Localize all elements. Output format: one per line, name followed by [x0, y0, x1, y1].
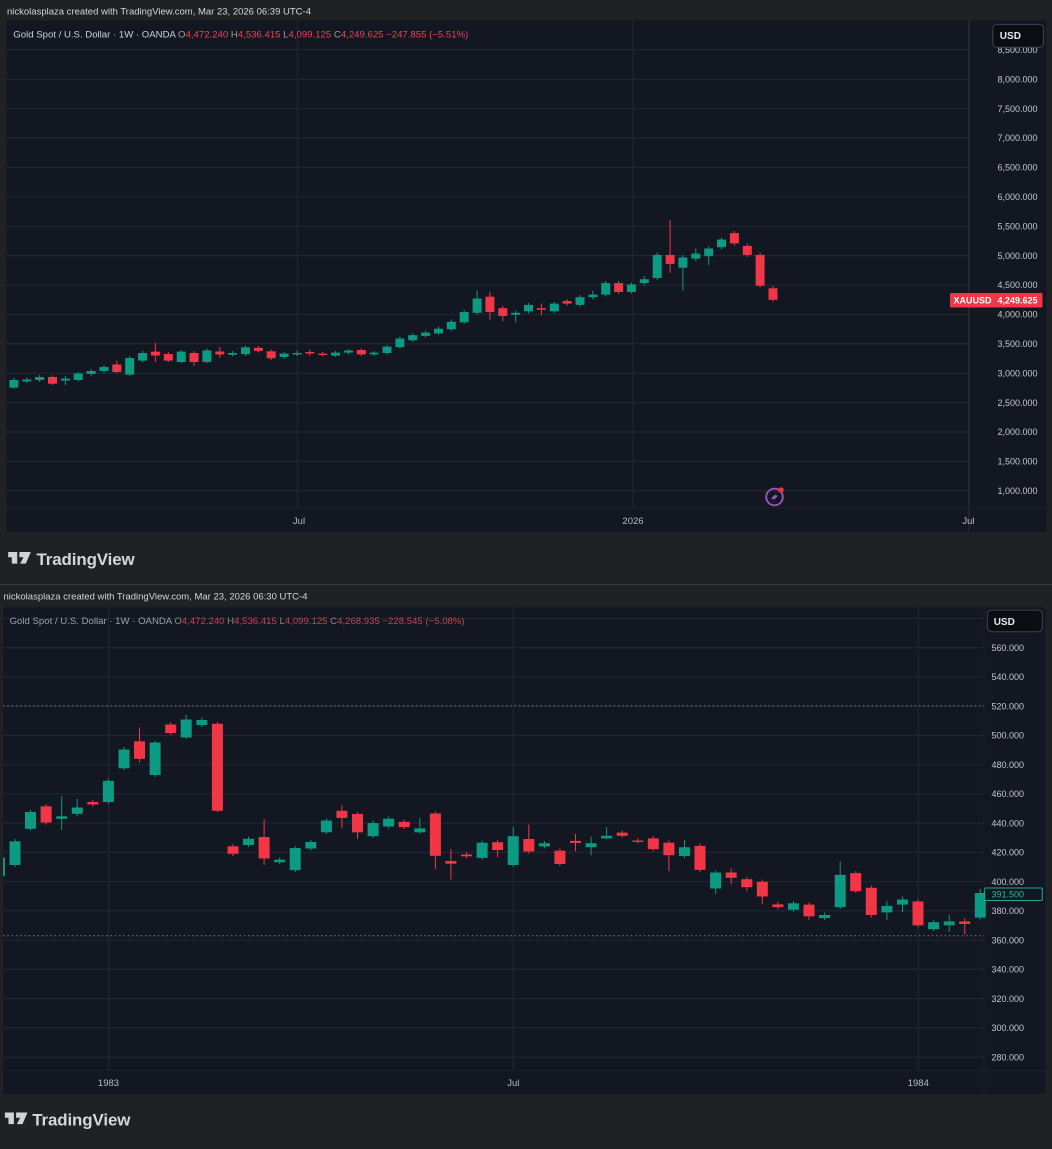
svg-text:5,000.000: 5,000.000: [997, 251, 1037, 261]
svg-text:560.000: 560.000: [992, 643, 1025, 653]
svg-text:2,000.000: 2,000.000: [997, 427, 1037, 437]
svg-text:480.000: 480.000: [992, 760, 1025, 770]
svg-text:XAUUSD: XAUUSD: [954, 296, 993, 306]
svg-text:Gold Spot / U.S. Dollar · 1W ·: Gold Spot / U.S. Dollar · 1W · OANDA O4,…: [13, 29, 468, 40]
svg-text:5,500.000: 5,500.000: [997, 221, 1037, 231]
svg-text:8,000.000: 8,000.000: [997, 74, 1037, 84]
svg-text:4,000.000: 4,000.000: [997, 310, 1037, 320]
svg-text:4,500.000: 4,500.000: [997, 280, 1037, 290]
svg-text:8,500.000: 8,500.000: [997, 45, 1037, 55]
svg-text:Jul: Jul: [293, 516, 305, 527]
svg-text:1,500.000: 1,500.000: [997, 457, 1037, 467]
svg-text:nickolasplaza created with Tra: nickolasplaza created with TradingView.c…: [7, 6, 311, 17]
svg-text:380.000: 380.000: [992, 906, 1025, 916]
svg-text:360.000: 360.000: [992, 935, 1025, 945]
svg-text:Gold Spot / U.S. Dollar · 1W ·: Gold Spot / U.S. Dollar · 1W · OANDA O4,…: [10, 616, 465, 627]
svg-text:1984: 1984: [908, 1078, 929, 1089]
svg-text:420.000: 420.000: [992, 848, 1025, 858]
svg-text:300.000: 300.000: [992, 1023, 1025, 1033]
svg-text:1983: 1983: [98, 1078, 119, 1089]
svg-text:Jul: Jul: [507, 1078, 519, 1089]
svg-text:6,000.000: 6,000.000: [997, 192, 1037, 202]
svg-text:2026: 2026: [622, 516, 643, 527]
svg-text:440.000: 440.000: [992, 818, 1025, 828]
svg-text:500.000: 500.000: [992, 731, 1025, 741]
svg-text:TradingView: TradingView: [32, 1110, 131, 1129]
svg-text:7,500.000: 7,500.000: [997, 104, 1037, 114]
svg-text:1,000.000: 1,000.000: [997, 486, 1037, 496]
svg-text:280.000: 280.000: [992, 1052, 1025, 1062]
svg-text:6,500.000: 6,500.000: [997, 163, 1037, 173]
svg-text:520.000: 520.000: [992, 701, 1025, 711]
svg-text:Jul: Jul: [962, 516, 974, 527]
svg-text:3,000.000: 3,000.000: [997, 368, 1037, 378]
svg-text:340.000: 340.000: [992, 965, 1025, 975]
svg-text:320.000: 320.000: [992, 994, 1025, 1004]
svg-text:USD: USD: [994, 617, 1015, 628]
svg-text:USD: USD: [1000, 31, 1021, 42]
svg-text:4,249.625: 4,249.625: [997, 296, 1037, 306]
svg-text:400.000: 400.000: [992, 877, 1025, 887]
svg-text:460.000: 460.000: [992, 789, 1025, 799]
svg-text:3,500.000: 3,500.000: [997, 339, 1037, 349]
svg-text:2,500.000: 2,500.000: [997, 398, 1037, 408]
svg-text:nickolasplaza created with Tra: nickolasplaza created with TradingView.c…: [4, 592, 308, 603]
svg-text:391.500: 391.500: [992, 890, 1025, 900]
svg-text:7,000.000: 7,000.000: [997, 133, 1037, 143]
svg-text:TradingView: TradingView: [37, 550, 136, 569]
svg-text:540.000: 540.000: [992, 672, 1025, 682]
